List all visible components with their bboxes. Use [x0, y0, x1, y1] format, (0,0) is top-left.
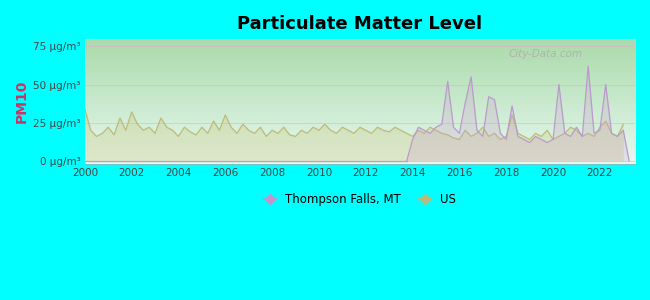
Title: Particulate Matter Level: Particulate Matter Level	[237, 15, 482, 33]
Y-axis label: PM10: PM10	[15, 80, 29, 123]
Legend: Thompson Falls, MT, US: Thompson Falls, MT, US	[259, 188, 461, 211]
Text: City-Data.com: City-Data.com	[508, 49, 582, 59]
